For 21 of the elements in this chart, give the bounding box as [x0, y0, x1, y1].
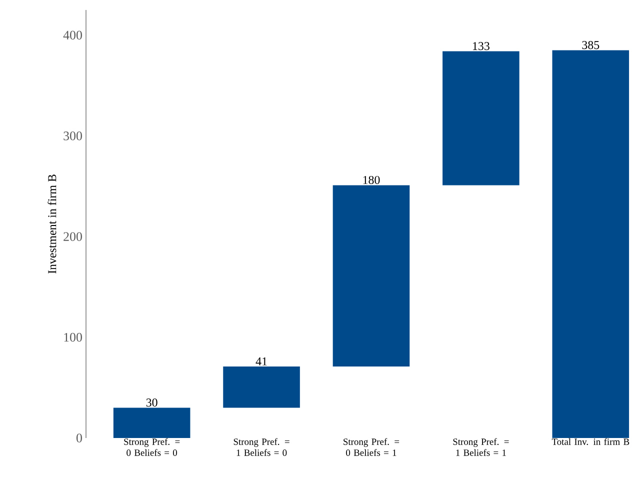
x-tick-label: Strong Pref. = 1 Beliefs = 0 [234, 438, 290, 456]
y-tick-label: 100 [64, 332, 82, 342]
x-tick-label: Total Inv. in firm B [552, 438, 630, 446]
data-label: 385 [582, 41, 600, 50]
bar [113, 408, 190, 438]
data-label: 133 [473, 42, 490, 50]
x-tick-label: Strong Pref. = 0 Beliefs = 1 [344, 438, 400, 456]
y-tick-label: 300 [64, 132, 82, 140]
x-tick-label: Strong Pref. = 0 Beliefs = 0 [124, 438, 180, 456]
bar [442, 51, 520, 186]
bar [332, 185, 410, 366]
y-axis-title: Investment in firm B [48, 174, 56, 274]
y-tick-label: 200 [64, 232, 82, 241]
data-label: 41 [256, 357, 267, 366]
data-label: 30 [146, 398, 158, 407]
y-tick-label: 400 [63, 30, 82, 40]
y-tick-label: 0 [76, 434, 82, 442]
x-tick-label: Strong Pref. = 1 Beliefs = 1 [453, 438, 509, 456]
bar [223, 366, 300, 408]
bar [552, 50, 630, 438]
data-label: 180 [363, 176, 380, 184]
